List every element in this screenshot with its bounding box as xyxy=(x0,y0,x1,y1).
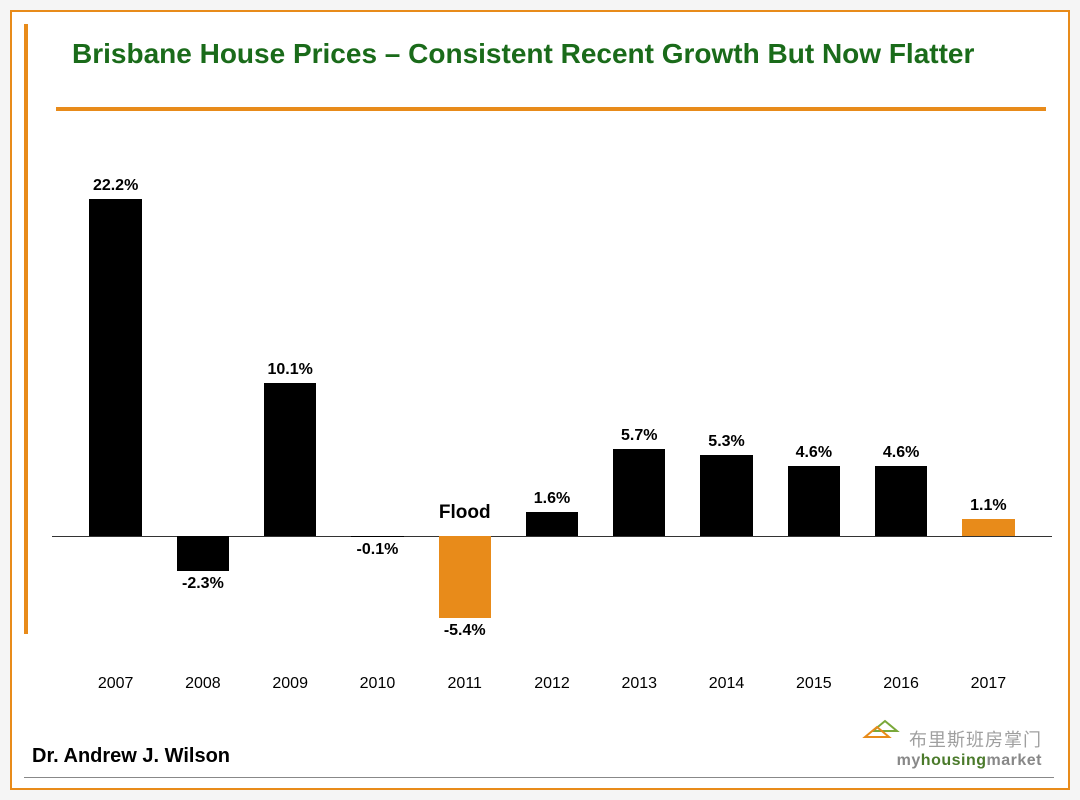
bar-value-label: 5.7% xyxy=(621,427,657,445)
bar-value-label: 4.6% xyxy=(883,444,919,462)
watermark-logo: myhousingmarket xyxy=(859,752,1042,770)
bar xyxy=(613,449,665,535)
left-accent-rule xyxy=(24,24,28,634)
bar-value-label: 4.6% xyxy=(796,444,832,462)
bar xyxy=(526,512,578,536)
x-tick-label: 2016 xyxy=(883,675,919,693)
x-tick-label: 2017 xyxy=(971,675,1007,693)
bar-value-label: 1.6% xyxy=(534,490,570,508)
bar xyxy=(788,466,840,536)
x-tick-label: 2012 xyxy=(534,675,570,693)
x-tick-label: 2013 xyxy=(621,675,657,693)
bar-value-label: 10.1% xyxy=(267,361,312,379)
bar-value-label: 22.2% xyxy=(93,177,138,195)
chart-title: Brisbane House Prices – Consistent Recen… xyxy=(72,38,974,70)
bar xyxy=(875,466,927,536)
house-icon xyxy=(859,719,903,752)
bar-value-label: -2.3% xyxy=(182,575,224,593)
bar-value-label: -5.4% xyxy=(444,622,486,640)
bar xyxy=(962,519,1014,536)
bar xyxy=(700,455,752,535)
watermark: 布里斯班房掌门 myhousingmarket xyxy=(859,719,1042,770)
footer-rule xyxy=(24,777,1054,778)
x-tick-label: 2010 xyxy=(360,675,396,693)
author-label: Dr. Andrew J. Wilson xyxy=(32,745,230,768)
bar-value-label: 5.3% xyxy=(708,433,744,451)
x-tick-label: 2011 xyxy=(448,675,482,693)
bar-chart: 22.2% 2007 -2.3% 2008 10.1% 2009 -0.1% 2010 -5.4… xyxy=(52,172,1052,712)
x-tick-label: 2014 xyxy=(709,675,745,693)
bar xyxy=(351,536,403,538)
bar-value-label: 1.1% xyxy=(970,497,1006,515)
watermark-cn: 布里斯班房掌门 xyxy=(909,730,1042,750)
title-underline xyxy=(56,107,1046,111)
x-tick-label: 2015 xyxy=(796,675,832,693)
bar xyxy=(89,199,141,535)
bar xyxy=(439,536,491,618)
bar xyxy=(264,383,316,536)
x-tick-label: 2007 xyxy=(98,675,134,693)
x-tick-label: 2008 xyxy=(185,675,221,693)
bar-value-label: -0.1% xyxy=(357,541,399,559)
x-tick-label: 2009 xyxy=(272,675,308,693)
annotation-label: Flood xyxy=(439,502,491,524)
slide-frame: Brisbane House Prices – Consistent Recen… xyxy=(10,10,1070,790)
bar xyxy=(177,536,229,571)
